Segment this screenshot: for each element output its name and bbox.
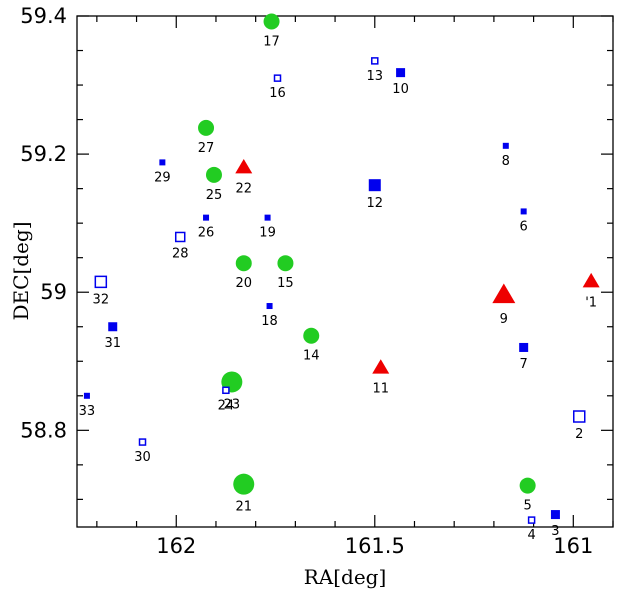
point-labels: '123456789101112131415161718192021222324… [79, 35, 597, 544]
point-label-29: 29 [154, 170, 171, 185]
plot-frame [77, 16, 613, 527]
point-31 [108, 322, 117, 331]
point-25 [206, 167, 222, 183]
point-label-16: 16 [269, 86, 286, 101]
point-26 [203, 215, 209, 221]
point-16 [275, 75, 281, 81]
point-28 [176, 232, 185, 241]
point-label-21: 21 [235, 500, 252, 515]
y-tick-label: 58.8 [20, 418, 67, 442]
point-label-22: 22 [235, 181, 252, 196]
point-label-9: 9 [500, 312, 508, 327]
point-label-2: 2 [575, 427, 583, 442]
point-label-17: 17 [263, 35, 280, 50]
point-label-1: '1 [585, 295, 597, 310]
point-label-12: 12 [367, 196, 384, 211]
point-label-5: 5 [523, 499, 531, 514]
point-label-6: 6 [520, 219, 528, 234]
point-17 [264, 14, 280, 30]
point-label-26: 26 [198, 226, 215, 241]
point-18 [267, 303, 273, 309]
point-label-18: 18 [261, 314, 278, 329]
point-19 [265, 215, 271, 221]
point-label-33: 33 [79, 404, 96, 419]
x-tick-label: 161.5 [345, 534, 405, 558]
point-21 [233, 474, 254, 495]
point-29 [159, 159, 165, 165]
point-label-4: 4 [527, 528, 535, 543]
point-label-31: 31 [104, 336, 121, 351]
point-label-28: 28 [172, 246, 189, 261]
point-label-19: 19 [259, 226, 276, 241]
point-label-14: 14 [303, 349, 320, 364]
point-label-27: 27 [198, 141, 215, 156]
point-3 [551, 510, 560, 519]
y-axis-label: DEC[deg] [9, 222, 33, 321]
point-label-25: 25 [206, 188, 223, 203]
data-points [84, 14, 600, 524]
point-label-32: 32 [93, 292, 110, 307]
point-5 [520, 478, 536, 494]
point-label-7: 7 [520, 357, 528, 372]
point-2 [574, 411, 585, 422]
point-33 [84, 393, 90, 399]
point-9 [492, 284, 515, 304]
point-1 [583, 273, 600, 287]
point-27 [198, 120, 214, 136]
point-4 [529, 517, 535, 523]
point-32 [95, 276, 106, 287]
point-13 [372, 58, 378, 64]
point-label-30: 30 [134, 450, 151, 465]
point-30 [140, 439, 146, 445]
point-24 [223, 387, 229, 393]
point-label-24: 24 [218, 398, 235, 413]
point-14 [303, 328, 319, 344]
point-8 [503, 143, 509, 149]
x-tick-label: 162 [156, 534, 196, 558]
point-15 [277, 255, 293, 271]
point-10 [396, 68, 405, 77]
point-label-13: 13 [367, 69, 384, 84]
point-7 [519, 343, 528, 352]
point-label-20: 20 [235, 276, 252, 291]
point-label-10: 10 [392, 82, 409, 97]
point-label-15: 15 [277, 276, 294, 291]
point-label-8: 8 [502, 154, 510, 169]
y-tick-label: 59 [40, 280, 67, 304]
point-11 [372, 359, 389, 373]
point-20 [236, 255, 252, 271]
point-6 [521, 208, 527, 214]
tick-marks [77, 16, 613, 527]
point-label-3: 3 [551, 524, 559, 539]
y-tick-label: 59.4 [20, 4, 67, 28]
x-axis-label: RA[deg] [304, 565, 387, 589]
point-12 [369, 179, 381, 191]
y-tick-label: 59.2 [20, 142, 67, 166]
point-22 [235, 159, 252, 173]
point-label-11: 11 [372, 382, 389, 397]
